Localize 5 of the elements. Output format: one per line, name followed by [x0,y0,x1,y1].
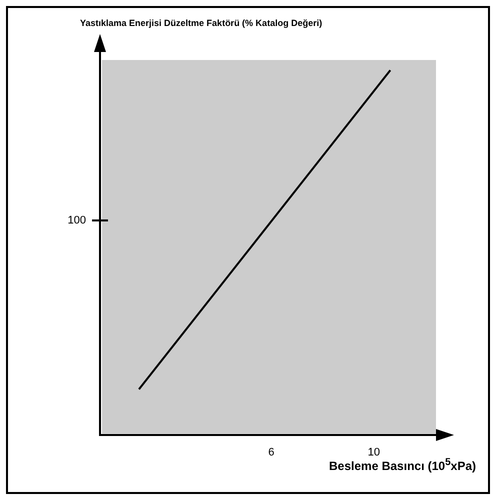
text: 100 [68,214,86,226]
x-tick-label: 10 [368,446,380,458]
x-tick-label: 6 [268,446,274,458]
x-axis-title: Besleme Basıncı (10$^{5}$xPa) [329,456,476,473]
chart-title: Yastıklama Enerjisi Düzeltme Faktörü (% Katalog Değeri) [80,18,322,28]
